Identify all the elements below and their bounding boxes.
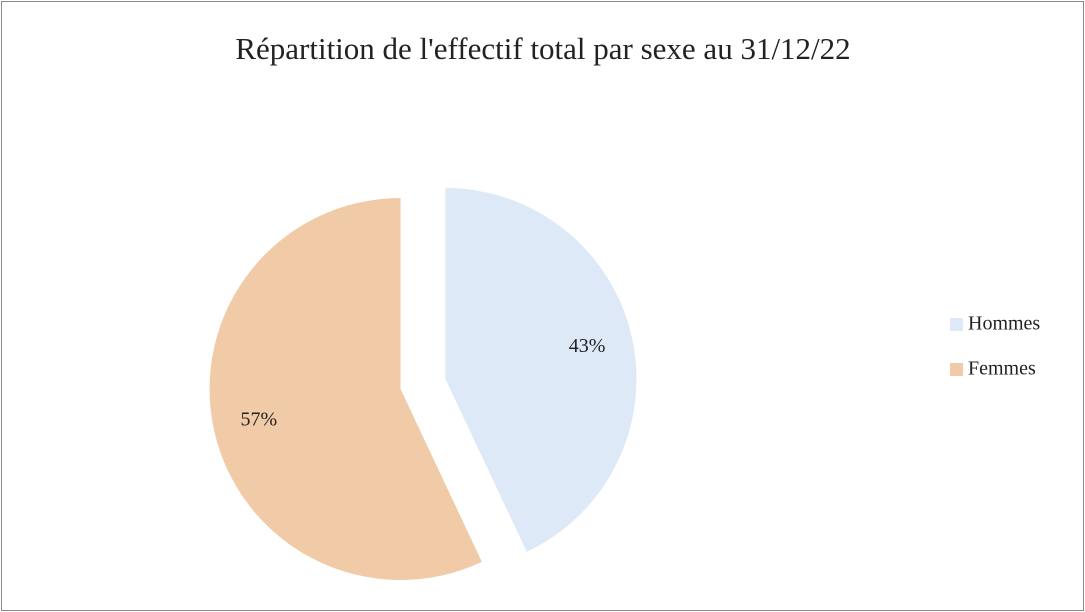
legend-swatch [950,318,963,331]
legend-label: Femmes [968,358,1036,380]
data-label: 57% [241,408,278,430]
pie-slice [445,187,637,552]
legend-swatch [950,363,963,376]
pie-slice [209,198,482,581]
chart-title: Répartition de l'effectif total par sexe… [235,31,850,66]
legend-label: Hommes [968,313,1040,335]
data-label: 43% [569,335,606,357]
